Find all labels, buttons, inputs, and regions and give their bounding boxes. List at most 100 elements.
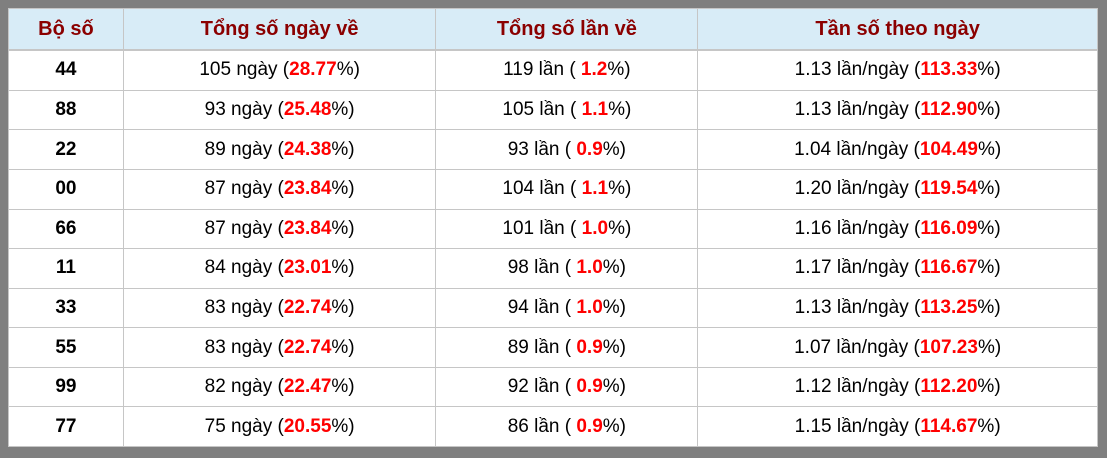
cell-freq-percent: 113.33 [920,59,978,81]
cell-times-percent: 0.9 [576,336,603,358]
cell-times-text: 104 lần ( [502,178,582,200]
cell-times: 86 lần ( 0.9%) [435,406,699,447]
cell-times-text: 105 lần ( [502,99,582,121]
cell-times-text: 92 lần ( [507,376,577,398]
cell-freq-text: 1.20 lần/ngày ( [794,178,921,200]
cell-times-suffix: %) [608,99,632,121]
cell-days-percent: 23.84 [283,178,332,200]
cell-pair: 99 [8,366,124,408]
cell-times: 104 lần ( 1.1%) [435,169,699,210]
cell-times-text: 98 lần ( [507,257,577,279]
cell-days: 87 ngày (23.84%) [122,169,437,210]
cell-times-percent: 1.0 [581,217,609,239]
table-row: 00 87 ngày (23.84%) 104 lần ( 1.1%) 1.20 lầ… [8,169,1098,210]
cell-freq: 1.13 lần/ngày (113.25%) [697,287,1098,329]
cell-days-percent: 22.74 [283,336,332,358]
cell-days-text: 83 ngày ( [204,336,284,358]
cell-freq-text: 1.16 lần/ngày ( [794,217,921,239]
table-row: 11 84 ngày (23.01%) 98 lần ( 1.0%) 1.17 lần… [8,248,1098,289]
cell-days-text: 84 ngày ( [204,257,284,279]
cell-freq-suffix: %) [977,376,1001,398]
cell-freq-text: 1.12 lần/ngày ( [794,376,921,398]
cell-times-text: 119 lần ( [503,59,581,81]
column-header-pair: Bộ số [8,8,124,51]
cell-freq-suffix: %) [977,257,1001,279]
cell-freq-suffix: %) [977,178,1001,200]
cell-freq-suffix: %) [977,99,1001,121]
cell-days: 83 ngày (22.74%) [122,287,437,329]
cell-pair: 55 [8,327,124,368]
cell-freq-percent: 107.23 [919,336,978,358]
cell-freq-percent: 112.90 [920,99,978,121]
cell-freq-percent: 116.09 [920,217,978,239]
lottery-stats-panel: Bộ số Tổng số ngày về Tổng số lần về Tần… [8,8,1098,447]
cell-days-percent: 22.74 [283,297,332,319]
cell-days-text: 83 ngày ( [204,297,284,319]
cell-times-text: 93 lần ( [507,138,577,160]
cell-days: 84 ngày (23.01%) [122,248,437,289]
cell-pair: 44 [8,49,124,91]
cell-freq-percent: 104.49 [919,138,978,160]
table-row: 55 83 ngày (22.74%) 89 lần ( 0.9%) 1.07 lần… [8,327,1098,368]
cell-freq-suffix: %) [977,138,1002,160]
table-header: Bộ số Tổng số ngày về Tổng số lần về Tần… [8,8,1098,51]
cell-days-suffix: %) [331,415,355,437]
cell-days-suffix: %) [336,59,360,81]
table-row: 33 83 ngày (22.74%) 94 lần ( 1.0%) 1.13 lần… [8,287,1098,329]
cell-freq-percent: 119.54 [920,178,978,200]
column-header-times: Tổng số lần về [435,8,699,51]
cell-times: 119 lần ( 1.2%) [435,49,699,91]
cell-days: 82 ngày (22.47%) [122,366,437,408]
cell-pair: 22 [8,129,124,171]
cell-freq: 1.15 lần/ngày (114.67%) [697,406,1098,447]
cell-freq-text: 1.04 lần/ngày ( [794,138,920,160]
cell-freq: 1.13 lần/ngày (113.33%) [697,49,1098,91]
table-header-row: Bộ số Tổng số ngày về Tổng số lần về Tần… [8,8,1098,51]
cell-days: 87 ngày (23.84%) [122,208,437,250]
cell-times: 89 lần ( 0.9%) [435,327,699,368]
cell-pair: 11 [8,248,124,289]
cell-times: 93 lần ( 0.9%) [435,129,699,171]
cell-freq-suffix: %) [977,336,1002,358]
cell-days-text: 87 ngày ( [204,178,284,200]
cell-days: 105 ngày (28.77%) [122,49,437,91]
cell-freq-suffix: %) [977,415,1001,437]
cell-times: 105 lần ( 1.1%) [435,89,699,131]
cell-times-text: 86 lần ( [507,415,577,437]
cell-times-text: 101 lần ( [502,217,582,239]
cell-days-percent: 20.55 [283,415,332,437]
cell-pair: 77 [8,406,124,447]
cell-days-suffix: %) [331,138,355,160]
cell-days: 83 ngày (22.74%) [122,327,437,368]
table-body: 44 105 ngày (28.77%) 119 lần ( 1.2%) 1.13 l… [8,49,1098,447]
cell-days-percent: 24.38 [283,138,332,160]
cell-times-percent: 0.9 [576,376,603,398]
column-header-freq: Tần số theo ngày [697,8,1098,51]
cell-days-suffix: %) [331,336,355,358]
cell-times-percent: 1.0 [576,297,603,319]
cell-times-percent: 1.1 [581,178,609,200]
cell-days-text: 93 ngày ( [204,99,284,121]
cell-days-text: 87 ngày ( [204,217,284,239]
cell-days-suffix: %) [331,257,355,279]
cell-freq: 1.17 lần/ngày (116.67%) [697,248,1098,289]
cell-times: 101 lần ( 1.0%) [435,208,699,250]
table-row: 44 105 ngày (28.77%) 119 lần ( 1.2%) 1.13 l… [8,49,1098,91]
cell-freq: 1.13 lần/ngày (112.90%) [697,89,1098,131]
cell-pair: 33 [8,287,124,329]
table-row: 88 93 ngày (25.48%) 105 lần ( 1.1%) 1.13 lầ… [8,89,1098,131]
cell-times-suffix: %) [608,217,632,239]
cell-days-text: 82 ngày ( [204,376,284,398]
table-row: 99 82 ngày (22.47%) 92 lần ( 0.9%) 1.12 lần… [8,366,1098,408]
cell-freq-suffix: %) [977,217,1001,239]
cell-freq-text: 1.07 lần/ngày ( [794,336,920,358]
cell-times-suffix: %) [607,59,631,81]
cell-days: 75 ngày (20.55%) [122,406,437,447]
cell-times-percent: 1.2 [580,59,608,81]
cell-freq: 1.07 lần/ngày (107.23%) [697,327,1098,368]
cell-days-suffix: %) [331,217,355,239]
cell-times-percent: 0.9 [576,138,603,160]
cell-freq: 1.16 lần/ngày (116.09%) [697,208,1098,250]
cell-freq: 1.12 lần/ngày (112.20%) [697,366,1098,408]
cell-times-text: 89 lần ( [507,336,577,358]
